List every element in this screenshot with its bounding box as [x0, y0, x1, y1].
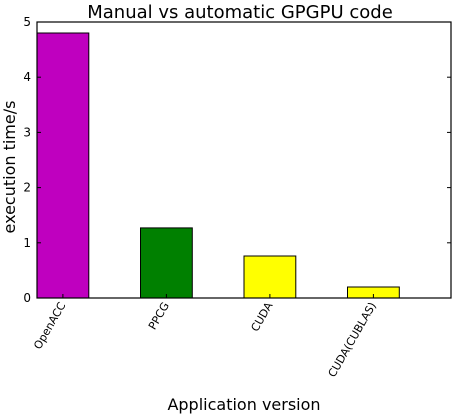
y-tick-label: 3 [23, 125, 31, 139]
plot-area-frame [36, 21, 452, 299]
x-tick-label: OpenACC [31, 300, 68, 352]
y-tick-label: 1 [23, 236, 31, 250]
x-tick-label: PPCG [146, 300, 172, 332]
y-tick-label: 5 [23, 15, 31, 29]
y-tick-label: 2 [23, 181, 31, 195]
x-axis-label: Application version [167, 395, 320, 414]
y-tick-label: 0 [23, 291, 31, 305]
x-categories-group: OpenACC PPCG CUDA CUDA(CUBLAS) [31, 294, 379, 380]
y-tick-label: 4 [23, 70, 31, 84]
y-ticks-group: 0 1 2 3 4 5 [23, 15, 451, 305]
x-tick-label: CUDA [248, 300, 275, 334]
bar-openacc [36, 32, 90, 299]
y-axis-label: execution time/s [0, 101, 19, 234]
bar-ppcg [140, 227, 193, 299]
bar-cuda [243, 255, 297, 299]
bars-group [36, 32, 400, 299]
chart-title: Manual vs automatic GPGPU code [87, 2, 393, 23]
x-tick-label: CUDA(CUBLAS) [326, 300, 379, 380]
